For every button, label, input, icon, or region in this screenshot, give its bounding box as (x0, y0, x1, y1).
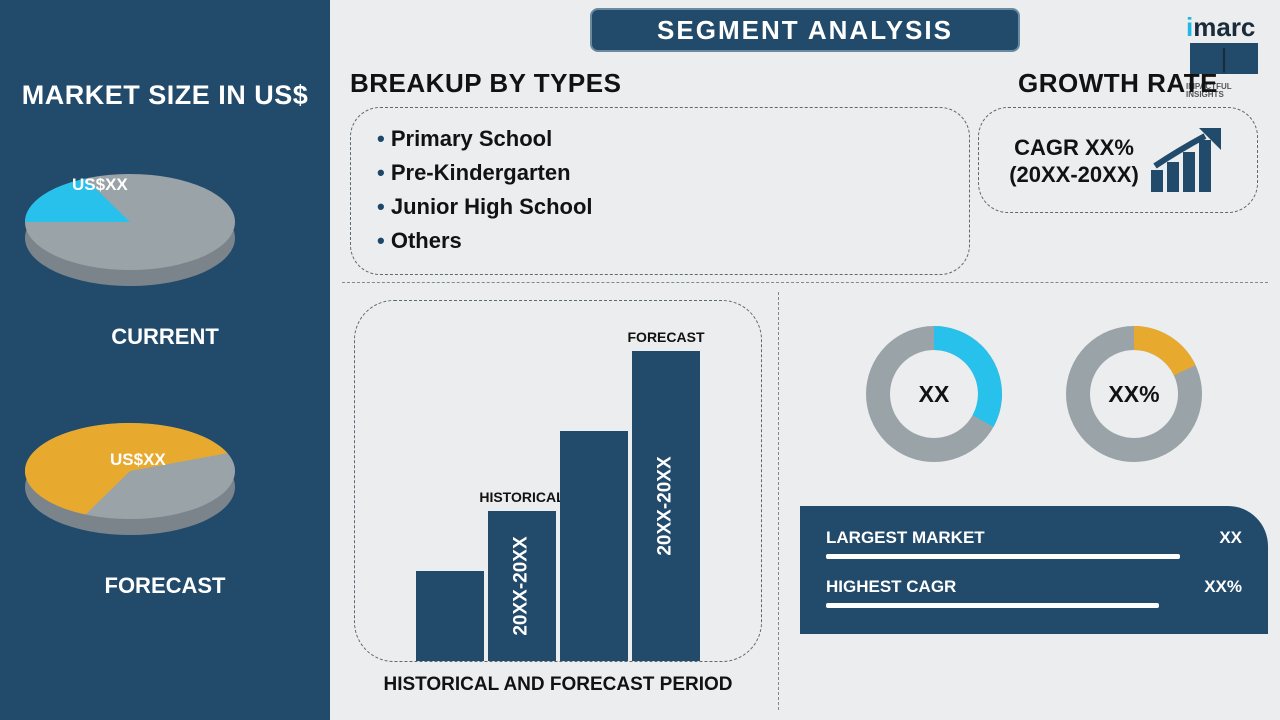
pie-current-label: US$XX (72, 175, 128, 195)
metric-bar (826, 554, 1180, 559)
pie-forecast-svg (0, 395, 260, 555)
left-panel: MARKET SIZE IN US$ US$XX CURRENT US$XX F… (0, 0, 330, 720)
hist-bar-label: 20XX-20XX (655, 456, 677, 555)
hist-bar-label: 20XX-20XX (511, 536, 533, 635)
breakup-item: Primary School (377, 122, 943, 156)
metric-row: HIGHEST CAGR XX% (826, 577, 1242, 597)
metrics-panel: LARGEST MARKET XX HIGHEST CAGR XX% (800, 506, 1268, 634)
metric-row: LARGEST MARKET XX (826, 528, 1242, 548)
hist-bar: 20XX-20XXHISTORICAL (488, 511, 556, 661)
hist-bar (560, 431, 628, 661)
breakup-box: Primary SchoolPre-KindergartenJunior Hig… (350, 107, 970, 275)
breakup-item: Junior High School (377, 190, 943, 224)
market-size-title: MARKET SIZE IN US$ (0, 80, 330, 111)
historical-forecast-section: 20XX-20XXHISTORICAL20XX-20XXFORECAST HIS… (354, 300, 762, 700)
hist-bar-top-label: FORECAST (628, 329, 705, 345)
pie-current: US$XX CURRENT (0, 146, 330, 350)
breakup-list: Primary SchoolPre-KindergartenJunior Hig… (377, 122, 943, 258)
divider-horizontal (342, 282, 1268, 283)
logo-marc: marc (1193, 12, 1255, 42)
banner-title: SEGMENT ANALYSIS (590, 8, 1020, 52)
donut-row: XX XX% (800, 324, 1268, 464)
breakup-item: Pre-Kindergarten (377, 156, 943, 190)
bar-chart: 20XX-20XXHISTORICAL20XX-20XXFORECAST (355, 301, 761, 661)
main-area: SEGMENT ANALYSIS imarc|IMPACTFULINSIGHTS… (330, 0, 1280, 720)
metric-bar (826, 603, 1159, 608)
hist-bar: 20XX-20XXFORECAST (632, 351, 700, 661)
donut-right: XX% (1064, 324, 1204, 464)
donut-left-value: XX (864, 324, 1004, 464)
hist-frame: 20XX-20XXHISTORICAL20XX-20XXFORECAST (354, 300, 762, 662)
pie-forecast-label: US$XX (110, 450, 166, 470)
donut-left: XX (864, 324, 1004, 464)
metric-label: LARGEST MARKET (826, 528, 985, 548)
metric-value: XX% (1204, 577, 1242, 597)
metric-value: XX (1219, 528, 1242, 548)
pie-current-caption: CURRENT (0, 324, 330, 350)
donut-right-value: XX% (1064, 324, 1204, 464)
hist-bar (416, 571, 484, 661)
breakup-item: Others (377, 224, 943, 258)
growth-text: CAGR XX%(20XX-20XX) (1009, 134, 1139, 189)
right-bottom-section: XX XX% LARGEST MARKET XX HIGHEST CAGR XX% (800, 300, 1268, 700)
growth-bars-arrow-icon (1149, 126, 1227, 196)
hist-caption: HISTORICAL AND FORECAST PERIOD (354, 674, 762, 696)
metric-label: HIGHEST CAGR (826, 577, 956, 597)
growth-title: GROWTH RATE (978, 68, 1258, 99)
growth-section: GROWTH RATE CAGR XX%(20XX-20XX) (978, 68, 1258, 213)
growth-box: CAGR XX%(20XX-20XX) (978, 107, 1258, 213)
breakup-section: BREAKUP BY TYPES Primary SchoolPre-Kinde… (350, 68, 970, 275)
hist-bar-top-label: HISTORICAL (479, 489, 564, 505)
pie-forecast: US$XX FORECAST (0, 395, 330, 599)
breakup-title: BREAKUP BY TYPES (350, 68, 970, 99)
pie-current-svg (0, 146, 260, 306)
pie-forecast-caption: FORECAST (0, 573, 330, 599)
divider-vertical (778, 292, 779, 710)
